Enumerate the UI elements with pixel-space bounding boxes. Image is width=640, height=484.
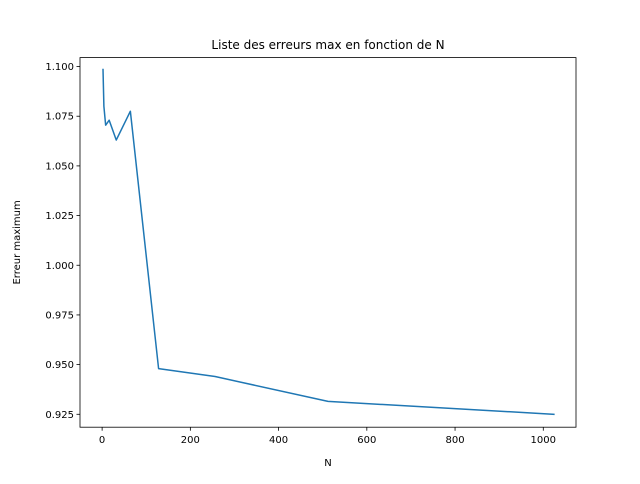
series-layer [102,68,555,416]
y-axis-ticks: 0.925 0.950 0.975 1.000 1.025 1.050 1.075 1.100 [45,62,80,421]
y-tick-label: 0.975 [45,310,74,321]
y-tick-label: 0.950 [45,360,74,371]
x-tick-label: 400 [269,435,288,446]
y-tick-label: 0.925 [45,410,74,421]
y-tick-label: 1.025 [45,211,74,222]
x-axis-ticks: 0 200 400 600 800 1000 [99,427,556,446]
chart-title: Liste des erreurs max en fonction de N [211,38,444,52]
x-tick-label: 200 [181,435,200,446]
y-tick-label: 1.000 [45,261,74,272]
x-tick-label: 1000 [531,435,556,446]
plot-frame [79,57,577,428]
y-axis-label: Erreur maximum [12,200,23,284]
y-tick-label: 1.050 [45,161,74,172]
series-line [102,68,555,416]
x-axis-label: N [324,458,331,469]
x-tick-label: 800 [446,435,465,446]
x-tick-label: 0 [99,435,105,446]
y-tick-label: 1.100 [45,62,74,73]
x-tick-label: 600 [357,435,376,446]
y-tick-label: 1.075 [45,112,74,123]
